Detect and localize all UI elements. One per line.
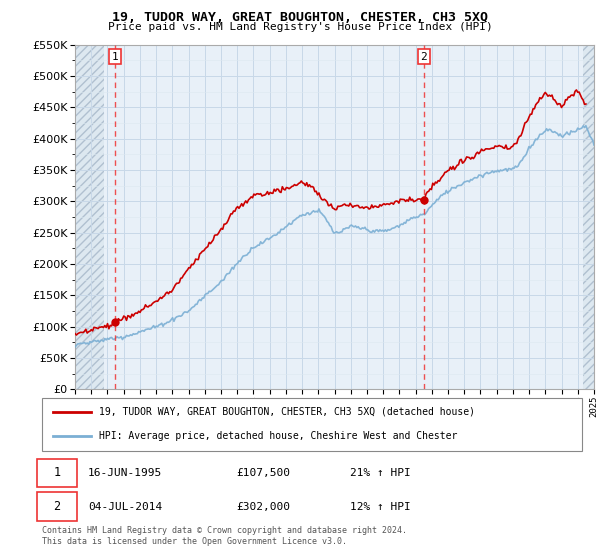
Text: £107,500: £107,500 [236,468,290,478]
Text: HPI: Average price, detached house, Cheshire West and Chester: HPI: Average price, detached house, Ches… [98,431,457,441]
Text: £302,000: £302,000 [236,502,290,511]
Text: 16-JUN-1995: 16-JUN-1995 [88,468,162,478]
Text: Price paid vs. HM Land Registry's House Price Index (HPI): Price paid vs. HM Land Registry's House … [107,22,493,32]
Text: 21% ↑ HPI: 21% ↑ HPI [350,468,410,478]
Text: Contains HM Land Registry data © Crown copyright and database right 2024.
This d: Contains HM Land Registry data © Crown c… [42,526,407,546]
Text: 12% ↑ HPI: 12% ↑ HPI [350,502,410,511]
Text: 1: 1 [112,52,118,62]
Text: 2: 2 [53,500,61,513]
Text: 2: 2 [421,52,427,62]
Text: 19, TUDOR WAY, GREAT BOUGHTON, CHESTER, CH3 5XQ (detached house): 19, TUDOR WAY, GREAT BOUGHTON, CHESTER, … [98,407,475,417]
Text: 1: 1 [53,466,61,479]
Text: 19, TUDOR WAY, GREAT BOUGHTON, CHESTER, CH3 5XQ: 19, TUDOR WAY, GREAT BOUGHTON, CHESTER, … [112,11,488,24]
Text: 04-JUL-2014: 04-JUL-2014 [88,502,162,511]
FancyBboxPatch shape [37,492,77,521]
FancyBboxPatch shape [37,459,77,487]
FancyBboxPatch shape [42,398,582,451]
